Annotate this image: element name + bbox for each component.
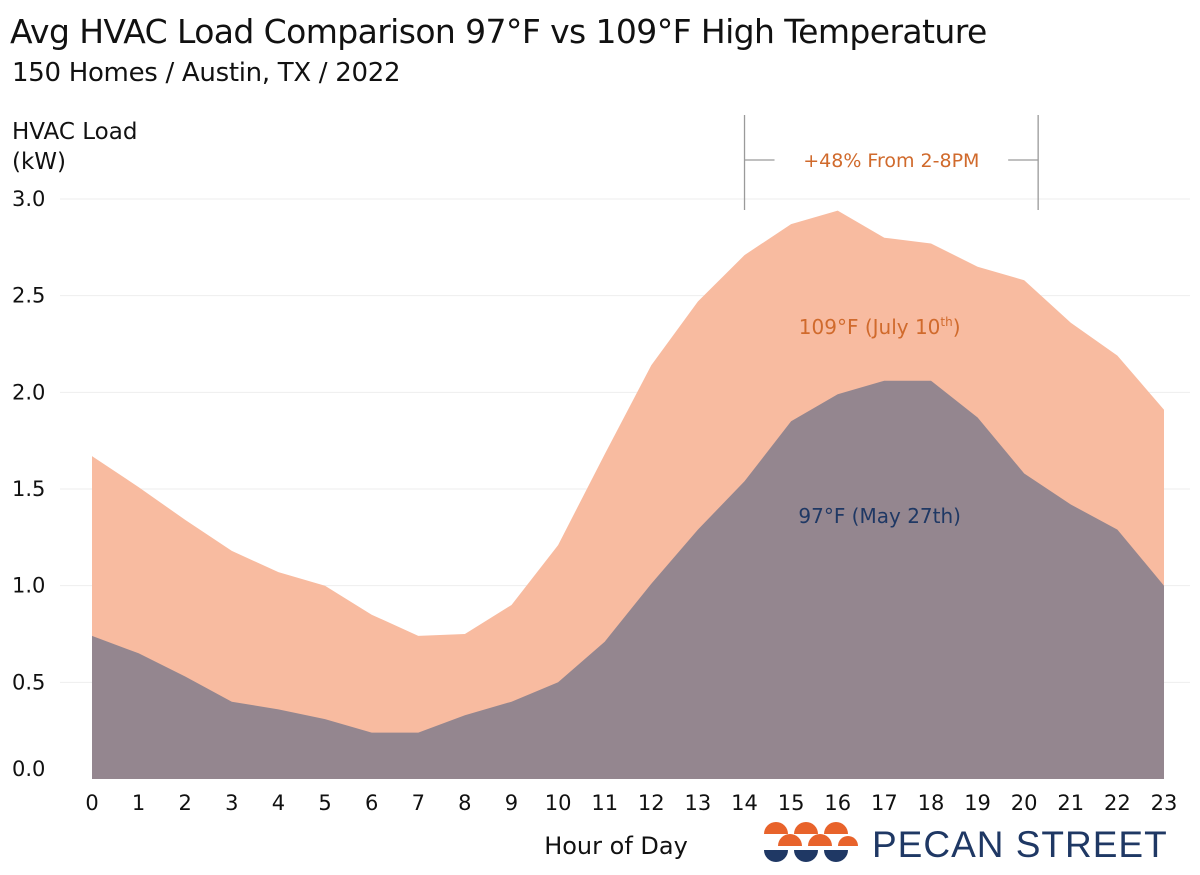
x-tick-label: 2 (179, 791, 192, 815)
x-tick-label: 1 (132, 791, 145, 815)
x-tick-label: 7 (412, 791, 425, 815)
y-tick-label: 1.5 (12, 477, 45, 501)
y-axis-label: HVAC Load (kW) (12, 117, 137, 177)
y-tick-label: 1.0 (12, 574, 45, 598)
series-label-109f-main: 109°F (July 10 (799, 315, 941, 339)
x-tick-label: 6 (365, 791, 378, 815)
x-tick-label: 0 (85, 791, 98, 815)
x-tick-label: 23 (1151, 791, 1178, 815)
x-tick-label: 15 (778, 791, 805, 815)
x-tick-label: 3 (225, 791, 238, 815)
x-tick-label: 5 (318, 791, 331, 815)
x-tick-label: 21 (1057, 791, 1084, 815)
y-axis-label-line1: HVAC Load (12, 119, 138, 145)
area-97f (92, 380, 1164, 779)
x-tick-label: 11 (591, 791, 618, 815)
x-tick-label: 18 (918, 791, 945, 815)
y-axis-ticks: 0.0 0.5 1.0 1.5 2.0 2.5 3.0 (12, 187, 45, 781)
x-tick-label: 17 (871, 791, 898, 815)
chart-subtitle: 150 Homes / Austin, TX / 2022 (12, 58, 401, 88)
x-tick-label: 14 (731, 791, 758, 815)
x-tick-label: 4 (272, 791, 285, 815)
x-tick-label: 13 (685, 791, 712, 815)
pecan-street-logo-icon (764, 822, 858, 862)
series-label-109f: 109°F (July 10th) (799, 315, 961, 339)
y-tick-label: 2.0 (12, 380, 45, 404)
bracket-annotation: +48% From 2-8PM (803, 150, 979, 172)
chart-title: Avg HVAC Load Comparison 97°F vs 109°F H… (10, 12, 987, 51)
y-tick-label: 3.0 (12, 187, 45, 211)
x-tick-label: 16 (824, 791, 851, 815)
x-tick-label: 10 (545, 791, 572, 815)
series-label-109f-sup: th (940, 315, 952, 329)
x-tick-label: 19 (964, 791, 991, 815)
y-tick-label: 0.0 (12, 757, 45, 781)
y-tick-label: 2.5 (12, 284, 45, 308)
peak-bracket: +48% From 2-8PM (743, 115, 1039, 210)
x-tick-label: 12 (638, 791, 665, 815)
y-axis-label-line2: (kW) (12, 149, 67, 175)
x-tick-label: 8 (458, 791, 471, 815)
x-tick-label: 9 (505, 791, 518, 815)
y-tick-label: 0.5 (12, 670, 45, 694)
pecan-street-logo-text: PECAN STREET (872, 824, 1168, 865)
x-axis-label: Hour of Day (544, 832, 688, 860)
x-axis-ticks: 0 1 2 3 4 5 6 7 8 9 10 11 12 13 14 15 16 17 18 19 20 21 22 23 (85, 791, 1177, 815)
series-label-97f: 97°F (May 27th) (798, 504, 961, 528)
x-tick-label: 20 (1011, 791, 1038, 815)
series-label-109f-end: ) (953, 315, 961, 339)
x-tick-label: 22 (1104, 791, 1131, 815)
